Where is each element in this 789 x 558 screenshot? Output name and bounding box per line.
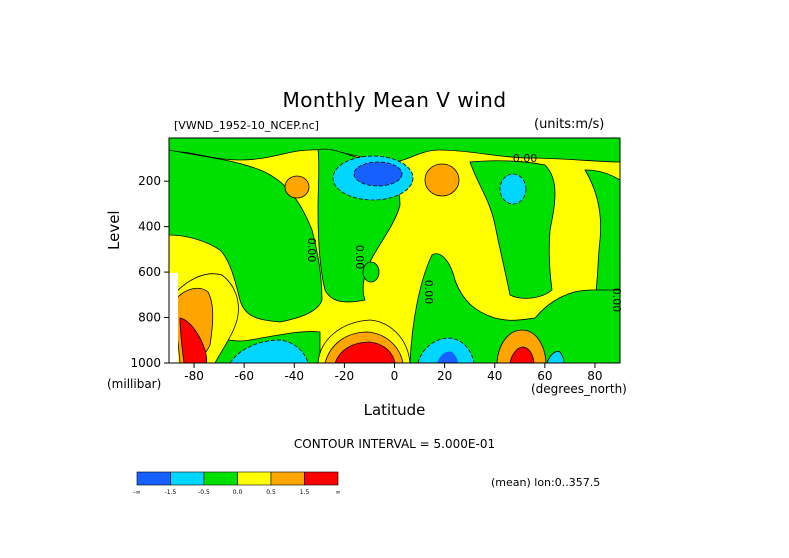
field-blue-center-surface [437, 351, 458, 363]
field-green-right [469, 160, 556, 299]
x-tick-label: 40 [487, 369, 502, 383]
chart-title: Monthly Mean V wind [282, 88, 507, 112]
contour-labels: 0.00 0.00 0.00 0.00 0.00 [305, 152, 623, 312]
field-red-center-surface [334, 341, 396, 363]
colorbar-swatch [304, 471, 339, 486]
field-green-top [169, 138, 620, 163]
field-cyan-left-surface [229, 339, 309, 363]
contour-label: 0.00 [610, 288, 623, 313]
colorbar-label: ∞ [336, 489, 341, 496]
colorbar: -∞ -1.5 -0.5 0.0 0.5 1.5 ∞ [133, 471, 341, 496]
field-cyan-center-surface [417, 337, 475, 363]
field-orange-spot-center [424, 163, 460, 197]
field-cyan-spot-right [499, 173, 527, 205]
field-green-left [169, 149, 323, 323]
mean-note: (mean) lon:0..357.5 [491, 476, 601, 489]
field-green-patch [362, 261, 380, 283]
x-tick-label: -40 [284, 369, 304, 383]
y-tick-label: 800 [138, 311, 161, 325]
colorbar-label: 0.5 [266, 489, 276, 496]
x-axis-title: Latitude [363, 401, 426, 419]
colorbar-label: -0.5 [198, 489, 210, 496]
field-red-right-surface [509, 346, 535, 363]
field-orange-spot-left [284, 175, 310, 199]
x-tick-label: -20 [335, 369, 355, 383]
x-tick-label: 20 [437, 369, 452, 383]
x-tick-label: 0 [391, 369, 399, 383]
x-tick-label: 80 [587, 369, 602, 383]
contour-label: 0.00 [305, 238, 318, 263]
field-red-left-surface [179, 317, 208, 363]
y-tick-label: 1000 [130, 356, 161, 370]
field-green-bottom-right [409, 253, 620, 363]
field-cyan-right-surface [546, 351, 565, 363]
y-axis-title: Level [105, 210, 123, 250]
field-blue-jet [353, 161, 403, 187]
x-axis: -80 -60 -40 -20 0 20 40 60 80 [184, 363, 603, 383]
x-tick-label: 60 [537, 369, 552, 383]
y-tick-label: 600 [138, 265, 161, 279]
colorbar-label: 1.5 [300, 489, 310, 496]
colorbar-swatch [136, 471, 171, 486]
contour-fields [169, 138, 620, 363]
dataset-name: [VWND_1952-10_NCEP.nc] [174, 119, 319, 132]
contour-label: 0.00 [353, 245, 366, 270]
y-unit-label: (millibar) [107, 377, 162, 391]
units-label: (units:m/s) [534, 117, 605, 132]
x-tick-label: -80 [184, 369, 204, 383]
y-tick-label: 400 [138, 220, 161, 234]
colorbar-swatch [237, 471, 272, 486]
colorbar-label: 0.0 [233, 489, 243, 496]
colorbar-swatch [170, 471, 205, 486]
contour-label: 0.00 [513, 152, 538, 165]
y-tick-label: 200 [138, 174, 161, 188]
y-axis: 200 400 600 800 1000 [130, 174, 169, 370]
colorbar-label: -∞ [133, 489, 140, 496]
colorbar-label: -1.5 [165, 489, 177, 496]
contour-label: 0.00 [422, 280, 435, 305]
colorbar-swatch [203, 471, 238, 486]
field-orange-right-surface [496, 329, 547, 363]
field-missing-antarctica [169, 273, 178, 363]
colorbar-swatch [270, 471, 305, 486]
x-tick-label: -60 [234, 369, 254, 383]
contour-interval-label: CONTOUR INTERVAL = 5.000E-01 [293, 437, 496, 451]
x-unit-label: (degrees_north) [531, 382, 627, 396]
